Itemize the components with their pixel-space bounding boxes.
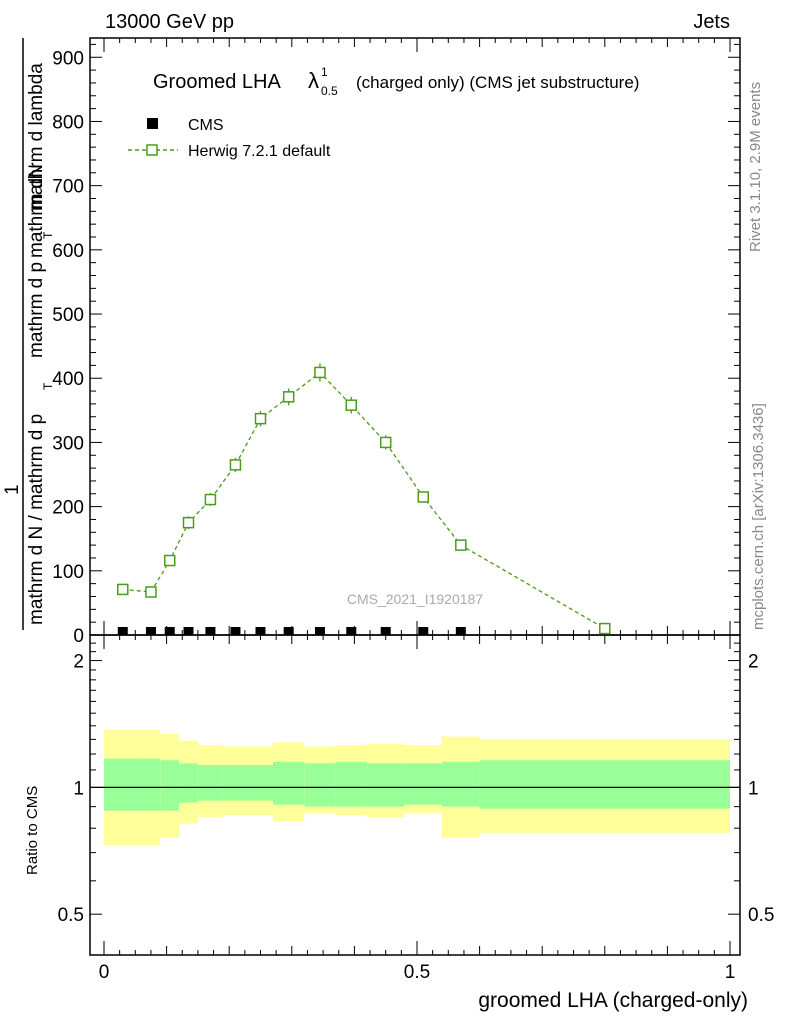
title-rest: (charged only) (CMS jet substructure) bbox=[356, 73, 639, 92]
ylabel-one: 1 bbox=[2, 484, 23, 495]
energy-label: 13000 GeV pp bbox=[105, 11, 234, 33]
x-tick-label: 1 bbox=[725, 962, 736, 983]
herwig-point bbox=[599, 622, 611, 635]
ratio-tick-label-right: 0.5 bbox=[748, 905, 774, 926]
herwig-point bbox=[254, 412, 267, 425]
cms-point bbox=[255, 627, 266, 635]
ratio-inner-band bbox=[247, 765, 274, 801]
ratio-inner-band bbox=[141, 758, 161, 811]
y-tick-label: 800 bbox=[52, 112, 84, 133]
herwig-line bbox=[122, 371, 606, 630]
herwig-point bbox=[455, 539, 467, 551]
y-axis-label: mathrm dN mathrm d p mathrm d lambda T 1… bbox=[2, 38, 55, 630]
y-tick-label: 500 bbox=[52, 305, 84, 326]
ratio-inner-band bbox=[479, 760, 730, 809]
rivet-label: Rivet 3.1.10, 2.9M events bbox=[747, 82, 764, 252]
cms-point bbox=[418, 627, 429, 635]
ratio-tick-label: 0.5 bbox=[58, 905, 84, 926]
x-tick-label: 0.5 bbox=[404, 962, 430, 983]
ratio-inner-band bbox=[304, 763, 336, 807]
cms-point bbox=[283, 627, 294, 635]
cms-point bbox=[183, 627, 194, 635]
legend-cms-marker bbox=[147, 118, 158, 129]
ratio-inner-band bbox=[179, 763, 198, 803]
legend-mc-label: Herwig 7.2.1 default bbox=[188, 143, 331, 160]
herwig-point bbox=[117, 583, 129, 596]
plot-title: Groomed LHA λ 1 0.5 (charged only) (CMS … bbox=[153, 65, 639, 98]
y-tick-label: 200 bbox=[52, 498, 84, 519]
ylabel-denominator-sub: T bbox=[41, 382, 55, 390]
herwig-point bbox=[204, 493, 217, 506]
herwig-point bbox=[282, 391, 295, 403]
herwig-point bbox=[182, 516, 195, 529]
title-sup: 1 bbox=[321, 65, 328, 79]
ylabel-numerator-3: mathrm d lambda bbox=[26, 63, 47, 211]
cms-point bbox=[380, 627, 391, 635]
legend-mc-marker bbox=[146, 144, 158, 156]
title-sub: 0.5 bbox=[321, 84, 338, 98]
ratio-inner-band bbox=[335, 761, 367, 807]
x-axis-label: groomed LHA (charged-only) bbox=[478, 989, 748, 1012]
legend: CMS Herwig 7.2.1 default bbox=[128, 117, 331, 160]
ratio-inner-band bbox=[222, 765, 248, 801]
x-tick-label: 0 bbox=[99, 962, 110, 983]
cms-point bbox=[164, 627, 175, 635]
cms-point bbox=[230, 627, 241, 635]
herwig-point bbox=[345, 399, 358, 411]
process-label: Jets bbox=[693, 11, 730, 33]
ratio-inner-band bbox=[273, 761, 305, 805]
ratio-inner-band bbox=[366, 763, 405, 807]
x-ticks: 0 0.5 1 bbox=[99, 38, 736, 983]
main-ticks: 0 100 200 300 400 500 600 700 800 900 bbox=[52, 43, 740, 647]
y-tick-label: 700 bbox=[52, 177, 84, 198]
cms-series bbox=[117, 627, 466, 635]
ratio-inner-band bbox=[442, 761, 480, 807]
ylabel-numerator-sub: T bbox=[41, 231, 55, 239]
ratio-tick-label-right: 2 bbox=[748, 652, 759, 673]
cms-point bbox=[117, 627, 128, 635]
cms-point bbox=[314, 627, 325, 635]
ratio-tick-label: 2 bbox=[73, 652, 84, 673]
analysis-label: CMS_2021_I1920187 bbox=[347, 591, 483, 607]
cms-point bbox=[145, 627, 156, 635]
mcplots-label: mcplots.cern.ch [arXiv:1306.3436] bbox=[750, 403, 767, 630]
herwig-series bbox=[117, 363, 611, 635]
herwig-point bbox=[379, 436, 392, 449]
ratio-inner-band bbox=[160, 760, 180, 811]
ratio-tick-label: 1 bbox=[73, 778, 84, 799]
ratio-bands bbox=[104, 729, 730, 845]
herwig-point bbox=[314, 366, 326, 379]
herwig-point bbox=[229, 459, 242, 471]
ratio-ticks: 0.5 0.5 1 1 2 2 bbox=[58, 642, 774, 956]
y-tick-label: 0 bbox=[73, 626, 84, 647]
title-lambda: λ bbox=[308, 68, 319, 93]
title-main: Groomed LHA bbox=[153, 71, 281, 93]
ratio-tick-label-right: 1 bbox=[748, 778, 759, 799]
ratio-inner-band bbox=[197, 765, 223, 801]
y-tick-label: 300 bbox=[52, 433, 84, 454]
ylabel-numerator-2: mathrm d p bbox=[26, 262, 47, 358]
legend-cms-label: CMS bbox=[188, 117, 224, 134]
ratio-ylabel: Ratio to CMS bbox=[24, 786, 41, 875]
ylabel-denominator: mathrm d N / mathrm d p bbox=[26, 414, 47, 625]
herwig-point bbox=[145, 586, 157, 598]
cms-point bbox=[455, 627, 466, 635]
ratio-frame bbox=[89, 634, 741, 956]
herwig-point bbox=[163, 554, 176, 567]
cms-point bbox=[205, 627, 216, 635]
y-tick-label: 400 bbox=[52, 369, 84, 390]
cms-point bbox=[346, 627, 357, 635]
y-tick-label: 600 bbox=[52, 241, 84, 262]
ratio-inner-band bbox=[104, 758, 142, 811]
ylabel-numerator: mathrm dN bbox=[26, 164, 47, 258]
y-tick-label: 100 bbox=[52, 562, 84, 583]
herwig-point bbox=[417, 491, 430, 503]
y-tick-label: 900 bbox=[52, 48, 84, 69]
ratio-inner-band bbox=[404, 763, 443, 805]
